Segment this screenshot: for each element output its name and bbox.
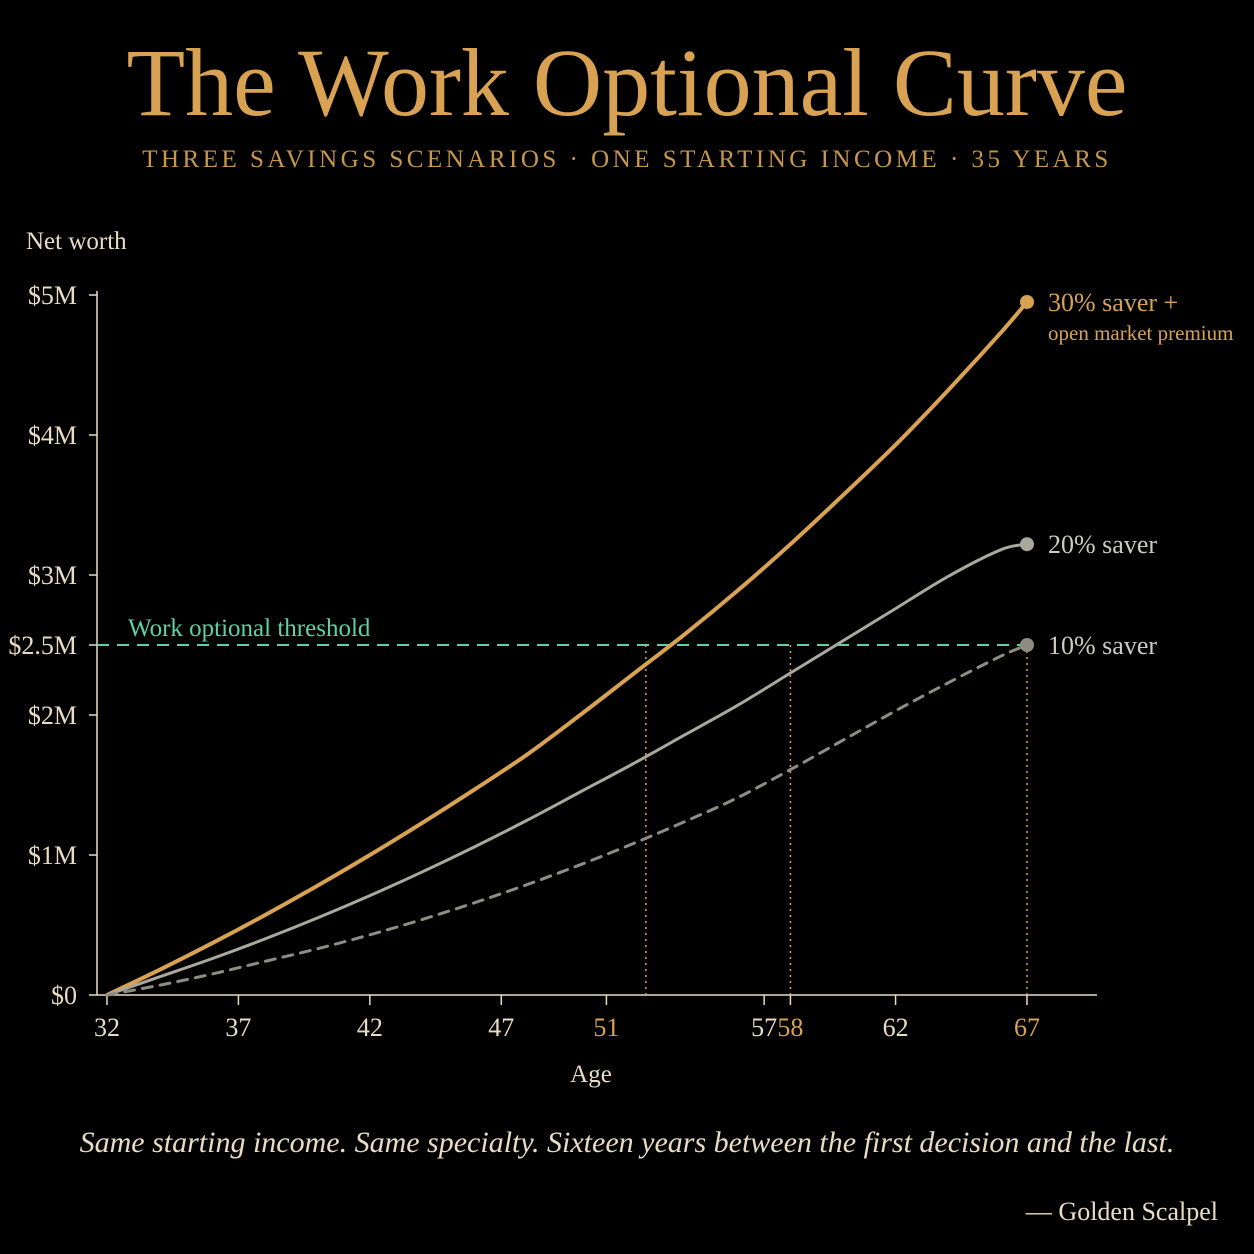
series-label-1-line2: open market premium	[1048, 321, 1233, 345]
series-end-marker-2	[1020, 537, 1034, 552]
series-label-1: 30% saver +	[1048, 288, 1178, 317]
series-line-2	[105, 542, 1029, 997]
y-tick-label: $5M	[28, 281, 77, 310]
y-tick-label: $3M	[28, 561, 77, 590]
x-axis-label: Age	[570, 1061, 612, 1088]
series-label-2: 20% saver	[1048, 530, 1157, 559]
threshold-group: Work optional threshold	[97, 615, 1027, 646]
x-tick-label: 32	[94, 1013, 120, 1042]
x-tick-label: 58	[777, 1013, 803, 1042]
axes	[96, 291, 1097, 996]
y-tick-label: $2.5M	[8, 631, 77, 660]
y-ticks: $0 $1M $2M $2.5M $3M $4M $5M	[8, 281, 97, 1010]
x-tick-label: 37	[225, 1013, 251, 1042]
x-tick-label: 42	[357, 1013, 383, 1042]
series-label-3: 10% saver	[1048, 631, 1157, 660]
y-axis-label: Net worth	[26, 228, 127, 255]
crossing-guides	[645, 645, 1028, 995]
series-labels: 30% saver + open market premium 20% saver 1…	[1048, 288, 1233, 660]
series-line-3	[105, 643, 1029, 997]
chart-title: The Work Optional Curve	[126, 29, 1128, 136]
x-tick-label: 67	[1014, 1013, 1040, 1042]
x-tick-label: 62	[883, 1013, 909, 1042]
x-ticks: 32 37 42 47 51 57 58 62 67	[94, 995, 1040, 1042]
credit: — Golden Scalpel	[1025, 1197, 1218, 1226]
x-tick-label: 51	[593, 1013, 619, 1042]
series-group	[105, 295, 1034, 997]
x-tick-label: 47	[488, 1013, 514, 1042]
y-tick-label: $0	[51, 981, 77, 1010]
series-end-marker-3	[1020, 638, 1034, 652]
y-tick-label: $2M	[28, 701, 77, 730]
series-line-1	[105, 300, 1029, 997]
threshold-label: Work optional threshold	[128, 615, 371, 642]
y-tick-label: $4M	[28, 421, 77, 450]
y-tick-label: $1M	[28, 841, 77, 870]
caption: Same starting income. Same specialty. Si…	[79, 1126, 1175, 1159]
x-tick-label: 57	[751, 1013, 777, 1042]
series-end-marker-1	[1020, 295, 1034, 309]
chart-subtitle: THREE SAVINGS SCENARIOS · ONE STARTING I…	[142, 146, 1112, 173]
